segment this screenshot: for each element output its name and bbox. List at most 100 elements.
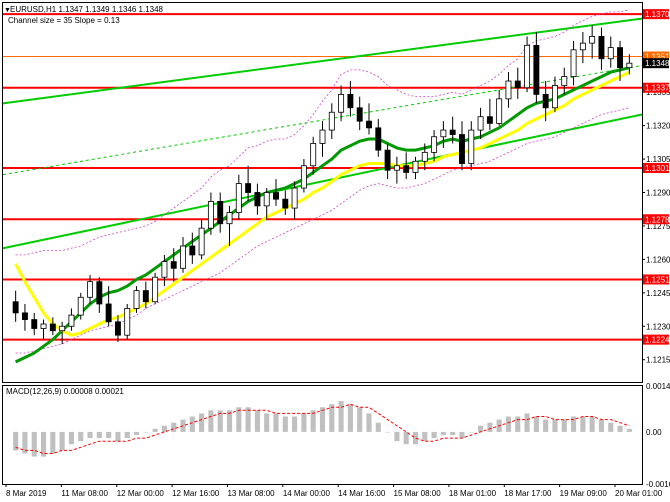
candle: [142, 281, 149, 309]
x-tick-label: 13 Mar 08:00: [227, 489, 275, 498]
candle: [552, 76, 558, 113]
macd-histogram-bar: [310, 410, 316, 432]
macd-histogram-bar: [450, 431, 456, 435]
candle-body: [300, 165, 307, 189]
macd-histogram-bar: [478, 425, 484, 432]
macd-histogram-bar: [78, 431, 84, 442]
candle: [366, 103, 372, 135]
level-tag-bg-1: [643, 82, 669, 93]
candle-body: [347, 94, 354, 109]
candle-body: [338, 94, 345, 113]
candle: [12, 290, 19, 322]
candle-body: [152, 276, 159, 303]
candle-body: [77, 296, 84, 316]
candle: [328, 103, 335, 139]
macd-histogram-bar: [115, 431, 121, 442]
candle: [310, 136, 317, 175]
candle-body: [440, 129, 447, 138]
macd-histogram-bar: [319, 407, 326, 432]
macd-histogram-bar: [524, 413, 530, 432]
collapse-triangle-icon[interactable]: ▼: [4, 7, 11, 14]
macd-histogram-bar: [347, 404, 353, 432]
y-tick-label: 1.1275: [646, 222, 670, 231]
candle: [263, 188, 270, 220]
channel-upper-line: [2, 17, 643, 105]
candle-body: [393, 165, 400, 171]
candle-body: [598, 36, 605, 60]
candle-body: [486, 116, 493, 124]
candle-body: [524, 44, 531, 89]
candle: [412, 156, 419, 180]
macd-histogram-bar: [533, 416, 539, 432]
y-tick-label: 1.1245: [646, 289, 670, 298]
candle-body: [226, 212, 233, 225]
candle: [291, 181, 298, 220]
y-tick-label: 1.1290: [646, 189, 670, 198]
candle-body: [59, 325, 66, 332]
candle-body: [217, 201, 224, 225]
macd-y-tick-label: 0.00: [646, 428, 662, 437]
macd-histogram-bar: [22, 431, 28, 454]
candle: [207, 192, 214, 235]
candle-body: [533, 44, 540, 95]
level-tag-5: 1.1224: [645, 336, 670, 345]
current-price-tag-bg: [643, 58, 669, 69]
candle-body: [328, 111, 335, 131]
macd-histogram-bar: [543, 419, 549, 432]
macd-histogram-bar: [96, 431, 102, 439]
macd-histogram-bar: [106, 431, 112, 439]
macd-histogram-bar: [375, 422, 381, 432]
macd-histogram-bar: [124, 431, 130, 439]
y-tick-label: 1.1215: [646, 356, 670, 365]
candle: [77, 292, 84, 320]
candle-body: [31, 319, 38, 329]
candle-body: [87, 281, 93, 298]
macd-histogram-bar: [626, 428, 632, 432]
candle: [459, 121, 465, 171]
bid-tag-bg: [643, 51, 669, 62]
candle: [403, 152, 410, 180]
macd-histogram-bar: [561, 419, 567, 432]
candle-body: [21, 312, 28, 320]
candle: [282, 190, 289, 215]
x-tick-label: 11 Mar 08:00: [61, 489, 108, 498]
candle: [347, 81, 354, 117]
level-tag-bg-5: [643, 334, 669, 345]
candle: [589, 25, 596, 59]
candle: [170, 248, 177, 282]
candle-body: [514, 80, 521, 89]
macd-histogram-bar: [580, 416, 586, 432]
macd-histogram-bar: [264, 413, 270, 432]
candle-body: [291, 187, 298, 209]
current-price-tag: 1.1348: [645, 59, 670, 68]
candle: [198, 219, 205, 260]
x-tick-label: 20 Mar 01:00: [615, 489, 663, 498]
macd-histogram-bar: [282, 416, 288, 432]
candle: [300, 159, 307, 193]
candle: [468, 121, 475, 171]
candle: [477, 107, 484, 139]
candle: [393, 156, 400, 184]
macd-y-tick-label: 0.00149: [646, 382, 670, 391]
candle: [31, 312, 38, 336]
candle-body: [505, 80, 512, 100]
macd-histogram-bar: [273, 413, 279, 432]
macd-histogram-bar: [31, 431, 37, 457]
macd-histogram-bar: [505, 416, 512, 432]
macd-histogram-bar: [199, 413, 205, 432]
x-tick-label: 19 Mar 09:00: [560, 489, 608, 498]
macd-histogram-bar: [171, 422, 177, 432]
macd-histogram-bar: [50, 431, 56, 454]
macd-title: MACD(12,26,9) 0.00008 0.00021: [6, 387, 124, 396]
candle-body: [282, 198, 289, 209]
candle: [68, 308, 75, 331]
x-tick-label: 14 Mar 00:00: [283, 489, 331, 498]
candle-body: [542, 94, 549, 109]
candle: [189, 232, 196, 264]
x-tick-label: 12 Mar 00:00: [117, 489, 165, 498]
candle-body: [570, 49, 577, 77]
candle: [235, 174, 242, 220]
macd-histogram-bar: [133, 431, 140, 435]
candle: [338, 85, 345, 122]
